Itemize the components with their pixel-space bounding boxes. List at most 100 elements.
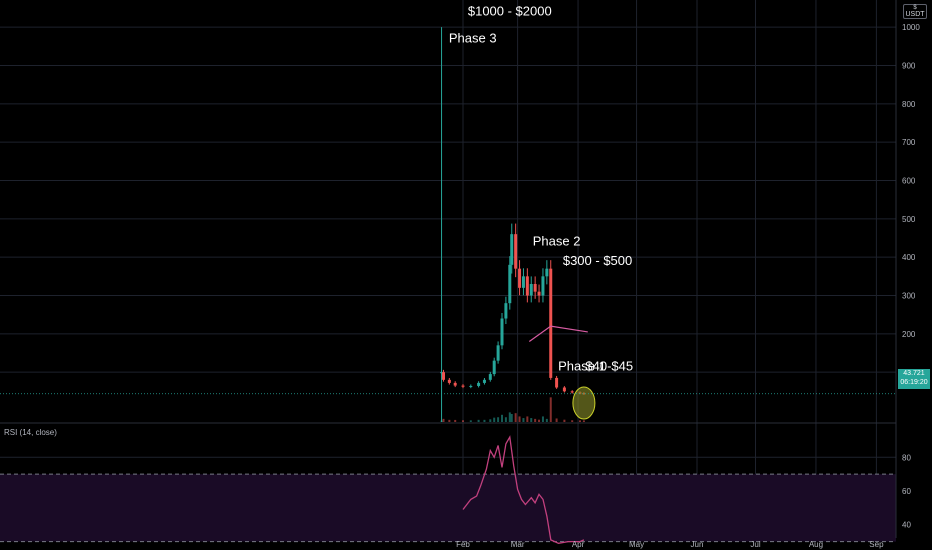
rsi-tick-label: 60 [902, 487, 911, 496]
candle-body [533, 284, 537, 292]
volume-bar [454, 419, 457, 422]
volume-bar [462, 420, 464, 422]
candle-body [570, 391, 574, 393]
last-price-tag: 43.721 06:19:20 [898, 369, 930, 389]
last-price-value: 43.721 [903, 370, 925, 377]
time-tick-label: Jun [691, 540, 704, 549]
volume-bar [514, 413, 517, 422]
candle-body [482, 379, 486, 383]
volume-bar [545, 418, 548, 422]
candle-body [537, 291, 541, 296]
currency-label: USDT [905, 11, 925, 18]
price-tick-label: 600 [902, 177, 916, 186]
price-tick-label: 700 [902, 138, 916, 147]
volume-bar [469, 420, 472, 422]
candle-body [518, 268, 522, 288]
chart-annotation: Phase 2 [533, 234, 581, 249]
candle-body [514, 234, 518, 269]
candle-body [492, 360, 496, 375]
rsi-tick-label: 80 [902, 453, 911, 462]
price-tick-label: 1000 [902, 23, 920, 32]
volume-bar [530, 418, 533, 422]
volume-bar [501, 414, 503, 422]
volume-bar [508, 412, 511, 422]
volume-bar [493, 417, 496, 422]
highlight-ellipse [572, 386, 596, 420]
price-tick-label: 500 [902, 215, 916, 224]
annotations: $1000 - $2000 Phase 3 Phase 2 $300 - $500 Ph… [449, 4, 633, 374]
volume-bar [563, 419, 566, 422]
candle-body [504, 303, 508, 319]
rsi-indicator-label[interactable]: RSI (14, close) [4, 428, 57, 437]
time-tick-label: May [629, 540, 644, 549]
time-tick-label: Jul [750, 540, 760, 549]
time-tick-label: Aug [809, 540, 823, 549]
candle-body [545, 268, 549, 277]
chart-grid [0, 0, 896, 538]
time-tick-label: Feb [456, 540, 470, 549]
volume-bar [555, 418, 558, 422]
volume-bar [483, 419, 486, 422]
price-tick-label: 400 [902, 253, 916, 262]
candle-body [529, 284, 533, 296]
candle-body [488, 374, 492, 380]
volume-bars [440, 397, 585, 422]
rsi-line [462, 435, 585, 544]
time-tick-label: Apr [572, 540, 585, 549]
candle-body [508, 264, 512, 304]
chart-annotation: Phase 1 [558, 358, 606, 373]
volume-bar [518, 416, 521, 422]
volume-bar [477, 419, 480, 422]
candle-body [562, 387, 566, 392]
candle-body [555, 377, 559, 388]
candle-body [461, 385, 465, 387]
time-tick-label: Sep [869, 540, 884, 549]
currency-icon: $ [913, 5, 917, 11]
volume-bar [526, 416, 529, 422]
candle-body [549, 268, 553, 378]
candle-body [500, 318, 504, 346]
rsi-tick-label: 40 [902, 521, 911, 530]
rsi-band-fill [0, 474, 896, 542]
chart-annotation: $1000 - $2000 [468, 4, 552, 19]
chart-annotation: $40-$45 [585, 358, 633, 373]
candle-body [442, 372, 445, 380]
currency-badge[interactable]: $ USDT [903, 4, 927, 19]
candle-body [510, 234, 514, 265]
candle-body [477, 382, 481, 386]
candle-body [447, 379, 451, 383]
chart-annotation: Phase 3 [449, 31, 497, 46]
price-tick-label: 300 [902, 292, 916, 301]
volume-bar [571, 420, 574, 422]
rsi-pane [0, 435, 896, 544]
candle-body [496, 345, 500, 361]
volume-bar [549, 397, 552, 422]
volume-bar [534, 418, 537, 422]
bar-countdown: 06:19:20 [900, 379, 928, 386]
volume-bar [582, 420, 585, 422]
price-candles [0, 27, 896, 422]
candle-body [541, 276, 545, 296]
volume-bar [522, 418, 525, 422]
volume-bar [579, 420, 581, 422]
volume-bar [504, 417, 507, 422]
candle-body [453, 382, 457, 386]
price-tick-label: 800 [902, 100, 916, 109]
volume-bar [448, 419, 451, 422]
time-tick-label: Mar [511, 540, 525, 549]
volume-bar [442, 418, 445, 422]
volume-bar [538, 419, 541, 422]
price-tick-label: 200 [902, 330, 916, 339]
chart-annotation: $300 - $500 [563, 253, 632, 268]
volume-bar [497, 417, 500, 422]
candle-body [469, 385, 473, 387]
trend-line [528, 325, 588, 342]
volume-bar [510, 414, 513, 422]
volume-bar [489, 419, 492, 422]
volume-bar [541, 416, 544, 422]
candle-body [525, 276, 529, 296]
candle-body [521, 276, 525, 288]
price-tick-label: 900 [902, 62, 916, 71]
